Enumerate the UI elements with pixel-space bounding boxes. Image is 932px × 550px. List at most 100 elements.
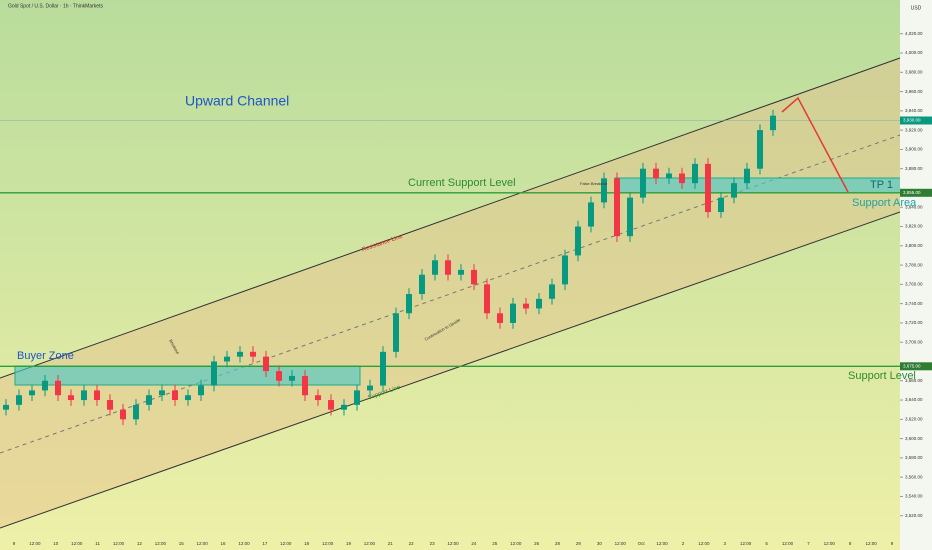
x-tick-label: 28: [555, 541, 561, 546]
candle-body: [419, 274, 425, 295]
price-tag-label: 3,675.00: [903, 363, 921, 368]
tp-label: TP 1: [870, 179, 893, 191]
y-tick-label: 3,900.00: [905, 147, 923, 152]
candle-body: [718, 197, 724, 213]
candle-body: [55, 380, 61, 396]
x-tick-label: 9: [13, 541, 16, 546]
candle-body: [315, 395, 321, 401]
x-tick-label: 12:00: [197, 541, 209, 546]
x-tick-label: 12:00: [615, 541, 627, 546]
y-tick-label: 3,660.00: [905, 378, 923, 383]
projection-arrow: [781, 96, 849, 193]
candle-body: [120, 409, 126, 420]
candle-body: [29, 390, 35, 396]
candle-body: [354, 390, 360, 405]
candle-body: [289, 375, 295, 381]
candle-body: [705, 163, 711, 213]
candle-body: [562, 255, 568, 285]
x-tick-label: 7: [807, 541, 810, 546]
currency: USD: [911, 5, 922, 11]
candle-body: [731, 183, 737, 198]
candle-body: [601, 178, 607, 203]
x-tick-label: 15: [179, 541, 185, 546]
candle-body: [302, 375, 308, 396]
candle-body: [588, 202, 594, 227]
y-tick-label: 3,560.00: [905, 474, 923, 479]
y-tick-label: 3,780.00: [905, 262, 923, 267]
y-tick-label: 3,800.00: [905, 243, 923, 248]
y-tick-label: 3,880.00: [905, 166, 923, 171]
y-tick-label: 3,720.00: [905, 320, 923, 325]
support-line: [0, 211, 901, 529]
candle-body: [458, 269, 464, 275]
x-tick-label: 9: [891, 541, 894, 546]
x-tick-label: 3: [724, 541, 727, 546]
candle-body: [68, 395, 74, 401]
price-tag: [900, 116, 932, 125]
candle-body: [640, 168, 646, 198]
x-tick-label: 17: [262, 541, 268, 546]
x-tick-label: 21: [388, 541, 394, 546]
candle-body: [276, 371, 282, 381]
y-tick-label: 3,940.00: [905, 108, 923, 113]
candle-body: [692, 163, 698, 184]
x-tick-label: 12:00: [865, 541, 877, 546]
x-tick-label: 22: [409, 541, 415, 546]
candle-body: [770, 115, 776, 131]
price-tag-label: 3,930.00: [903, 118, 921, 123]
x-tick-label: 12:00: [510, 541, 522, 546]
candle-body: [653, 168, 659, 179]
y-tick-label: 3,620.00: [905, 417, 923, 422]
candle-body: [757, 130, 763, 169]
price-axis: [900, 0, 932, 550]
candle-body: [523, 303, 529, 309]
current-support-label: Current Support Level: [408, 177, 516, 189]
candle-body: [185, 395, 191, 401]
price-tag: [900, 188, 932, 197]
y-tick-label: 3,520.00: [905, 513, 923, 518]
candle-body: [744, 168, 750, 184]
candle-body: [146, 395, 152, 405]
x-tick-label: 5: [765, 541, 768, 546]
x-tick-label: 12:00: [447, 541, 459, 546]
y-tick-label: 3,600.00: [905, 436, 923, 441]
candle-body: [224, 356, 230, 362]
x-tick-label: 12:00: [698, 541, 710, 546]
channel-fill: [0, 58, 900, 528]
support-area-label: Support Area: [852, 197, 917, 209]
y-tick-label: 4,000.00: [905, 50, 923, 55]
x-tick-label: 12:00: [280, 541, 292, 546]
x-tick-label: 12:00: [824, 541, 836, 546]
x-tick-label: 12:00: [71, 541, 83, 546]
x-tick-label: 12:00: [238, 541, 250, 546]
candle-body: [107, 400, 113, 410]
x-tick-label: 12:00: [322, 541, 334, 546]
support-area: [614, 177, 911, 194]
x-tick-label: 12:00: [656, 541, 668, 546]
x-tick-label: 12:00: [29, 541, 41, 546]
candle-body: [575, 226, 581, 256]
price-tag-label: 3,855.00: [903, 190, 921, 195]
candle-body: [263, 356, 269, 372]
candle-body: [237, 351, 243, 357]
y-tick-label: 3,840.00: [905, 204, 923, 209]
x-tick-label: 24: [471, 541, 477, 546]
x-tick-label: Oct: [638, 541, 646, 546]
candle-body: [198, 385, 204, 396]
candle-body: [94, 390, 100, 401]
channel-label: Upward Channel: [185, 93, 289, 109]
candle-body: [627, 197, 633, 237]
candle-body: [133, 404, 139, 420]
y-tick-label: 3,760.00: [905, 282, 923, 287]
y-tick-label: 3,960.00: [905, 89, 923, 94]
y-tick-label: 3,740.00: [905, 301, 923, 306]
x-tick-label: 23: [430, 541, 436, 546]
x-tick-label: 25: [492, 541, 498, 546]
candle-body: [367, 385, 373, 391]
x-tick-label: 12:00: [740, 541, 752, 546]
candle-body: [666, 173, 672, 179]
y-tick-label: 3,920.00: [905, 127, 923, 132]
candle-body: [445, 260, 451, 275]
candle-body: [328, 400, 334, 410]
